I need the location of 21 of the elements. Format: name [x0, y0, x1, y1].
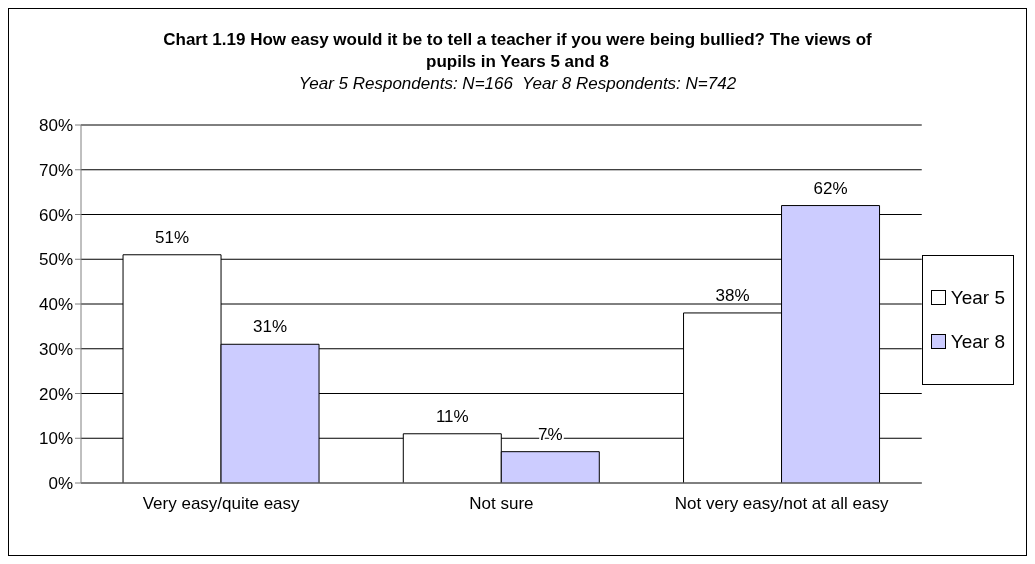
- data-label: 38%: [715, 285, 750, 305]
- y-tick-label: 20%: [38, 384, 73, 404]
- data-label: 62%: [813, 178, 848, 198]
- legend-label: Year 8: [950, 330, 1005, 354]
- y-tick-label: 80%: [38, 116, 73, 136]
- y-tick-label: 40%: [38, 295, 73, 315]
- y-tick-label: 0%: [48, 474, 73, 494]
- y-tick-label: 60%: [38, 205, 73, 225]
- chart-subtitle: Year 5 Respondents: N=166 Year 8 Respondents: N=742: [297, 73, 738, 95]
- y-tick-label: 10%: [38, 429, 73, 449]
- y-tick-label: 70%: [38, 160, 73, 180]
- x-tick-label: Not sure: [469, 494, 534, 514]
- legend-label: Year 5: [950, 286, 1005, 310]
- data-label: 11%: [435, 406, 469, 426]
- chart-title: Chart 1.19 How easy would it be to tell a teacher if you were being bullied? The views of pupils in Years 5 and 8: [162, 29, 873, 73]
- x-tick-label: Not very easy/not at all easy: [674, 494, 889, 514]
- data-label: 31%: [253, 317, 288, 337]
- x-tick-label: Very easy/quite easy: [142, 494, 301, 514]
- y-tick-label: 30%: [38, 339, 73, 359]
- data-label: 51%: [155, 227, 190, 247]
- y-tick-label: 50%: [38, 250, 73, 270]
